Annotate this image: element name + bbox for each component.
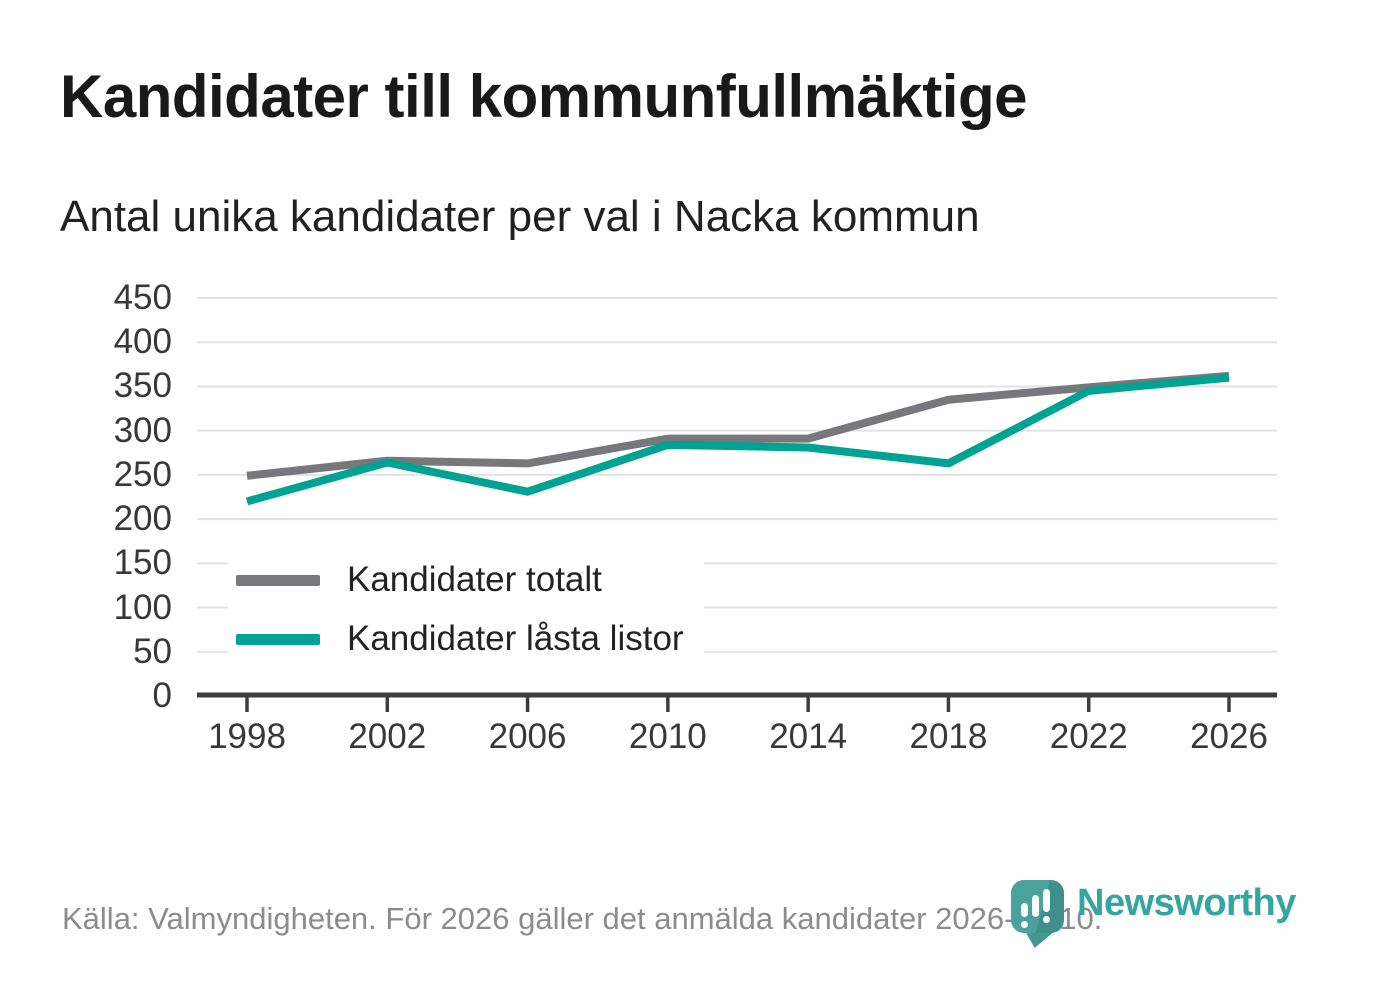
legend-item-kandidater-lasta-listor: Kandidater låsta listor <box>236 617 684 661</box>
legend-label-kandidater-lasta-listor: Kandidater låsta listor <box>347 619 684 658</box>
y-axis-label-400: 400 <box>113 322 172 362</box>
x-axis-label-1998: 1998 <box>208 717 286 756</box>
y-axis-label-200: 200 <box>113 499 172 539</box>
bar-chart-icon-dot <box>1021 921 1028 928</box>
y-axis-label-300: 300 <box>113 410 172 450</box>
y-axis-label-100: 100 <box>113 587 172 627</box>
newsworthy-pin-icon <box>1011 880 1064 933</box>
source-text: Källa: Valmyndigheten. För 2026 gäller d… <box>62 901 1103 936</box>
x-axis-label-2002: 2002 <box>348 717 427 756</box>
x-axis-label-2006: 2006 <box>488 717 567 756</box>
legend-swatch-kandidater-totalt <box>236 574 320 586</box>
bar-chart-icon <box>1032 895 1039 917</box>
legend-item-kandidater-totalt: Kandidater totalt <box>236 558 684 602</box>
y-axis-label-150: 150 <box>113 543 172 583</box>
chart-subtitle: Antal unika kandidater per val i Nacka k… <box>60 192 980 241</box>
y-axis-label-50: 50 <box>133 631 172 671</box>
legend-label-kandidater-totalt: Kandidater totalt <box>347 560 602 599</box>
chart-title: Kandidater till kommunfullmäktige <box>60 63 1027 130</box>
legend-swatch-kandidater-lasta-listor <box>236 633 320 645</box>
x-axis-label-2022: 2022 <box>1049 717 1128 756</box>
bar-chart-icon <box>1043 889 1050 912</box>
x-axis-label-2010: 2010 <box>628 717 707 756</box>
series-line-kandidater-lasta-listor <box>245 373 1230 506</box>
newsworthy-logo: Newsworthy <box>1011 879 1333 971</box>
bar-chart-icon <box>1021 903 1028 917</box>
y-axis-label-450: 450 <box>113 278 172 317</box>
x-axis-label-2018: 2018 <box>909 717 988 756</box>
newsworthy-pin-tail <box>1025 931 1055 948</box>
bar-chart-icon-dot <box>1043 916 1050 923</box>
y-axis-label-250: 250 <box>113 454 172 494</box>
y-axis-label-0: 0 <box>152 676 172 715</box>
y-axis-label-350: 350 <box>113 366 172 406</box>
x-axis-label-2026: 2026 <box>1190 717 1268 756</box>
x-axis-label-2014: 2014 <box>769 717 848 756</box>
series-line-kandidater-totalt <box>246 371 1230 480</box>
legend: Kandidater totalt Kandidater låsta listor <box>228 550 704 671</box>
newsworthy-wordmark: Newsworthy <box>1077 882 1296 924</box>
